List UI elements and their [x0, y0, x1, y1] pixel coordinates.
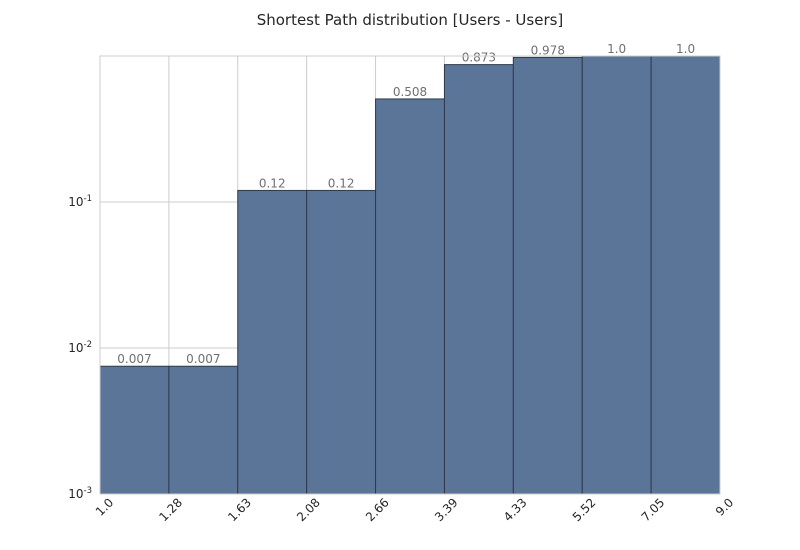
x-tick-label: 3.39	[432, 495, 461, 524]
bar	[581, 55, 652, 495]
chart-title: Shortest Path distribution [Users - User…	[257, 11, 564, 29]
data-labels: 0.007 0.007 0.12 0.12 0.508 0.873 0.978 1.0 1.0	[117, 42, 695, 366]
bar	[443, 64, 514, 495]
x-tick-label: 1.63	[225, 495, 254, 524]
bar	[168, 365, 239, 495]
bar-value-label: 0.12	[259, 176, 286, 190]
bar	[99, 365, 170, 495]
y-axis-ticks: 10-3 10-2 10-1	[68, 194, 92, 501]
bar	[512, 56, 583, 495]
bars	[99, 55, 721, 495]
x-tick-label: 9.0	[713, 495, 736, 518]
x-axis-ticks: 1.0 1.28 1.63 2.08 2.66 3.39 4.33 5.52 7.05 9.0	[93, 495, 736, 524]
bar-value-label: 0.007	[117, 352, 151, 366]
x-tick-label: 2.08	[294, 495, 323, 524]
x-tick-label: 1.0	[93, 495, 116, 518]
bar-value-label: 1.0	[676, 42, 695, 56]
plot-frame	[99, 55, 721, 495]
bar-value-label: 0.873	[462, 51, 496, 65]
y-tick-label: 10-1	[68, 194, 92, 209]
x-tick-label: 5.52	[570, 495, 599, 524]
bar	[306, 189, 377, 495]
bar-value-label: 0.007	[186, 352, 220, 366]
axes-frame	[99, 55, 721, 495]
bar	[375, 98, 445, 495]
x-tick-label: 2.66	[363, 495, 392, 524]
y-tick-label: 10-3	[68, 486, 92, 501]
x-tick-label: 4.33	[501, 495, 530, 524]
y-tick-label: 10-2	[68, 340, 92, 355]
bar-value-label: 0.12	[328, 176, 355, 190]
x-tick-label: 7.05	[639, 495, 668, 524]
bar	[237, 189, 308, 495]
bar-value-label: 0.508	[393, 85, 427, 99]
bar	[650, 55, 721, 495]
bar-value-label: 1.0	[607, 42, 626, 56]
bar-value-label: 0.978	[531, 43, 565, 57]
x-tick-label: 1.28	[156, 495, 185, 524]
